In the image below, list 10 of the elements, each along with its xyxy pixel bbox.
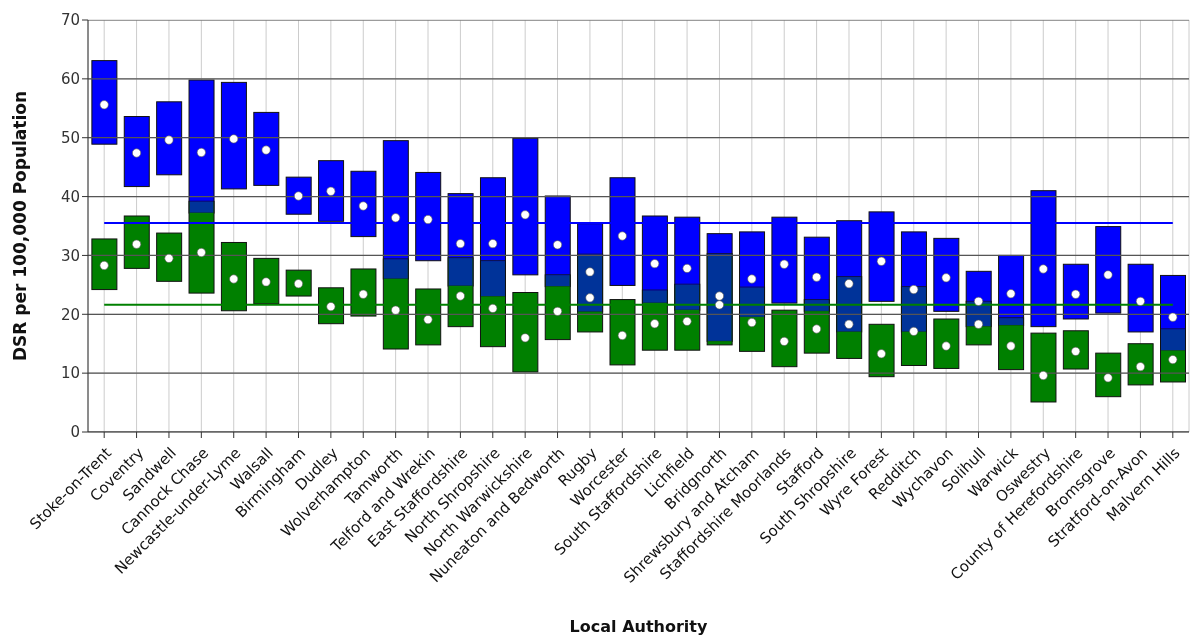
y-axis-title: DSR per 100,000 Population <box>10 90 31 362</box>
y-tick-label: 50 <box>60 129 80 148</box>
x-axis-title: Local Authority <box>569 617 708 636</box>
y-tick-label: 60 <box>60 70 80 89</box>
y-tick-label: 30 <box>60 246 80 265</box>
y-tick-label: 0 <box>70 423 80 442</box>
y-tick-label: 20 <box>60 305 80 324</box>
y-tick-label: 10 <box>60 364 80 383</box>
y-tick-label: 40 <box>60 187 80 206</box>
y-tick-label: 70 <box>60 11 80 30</box>
